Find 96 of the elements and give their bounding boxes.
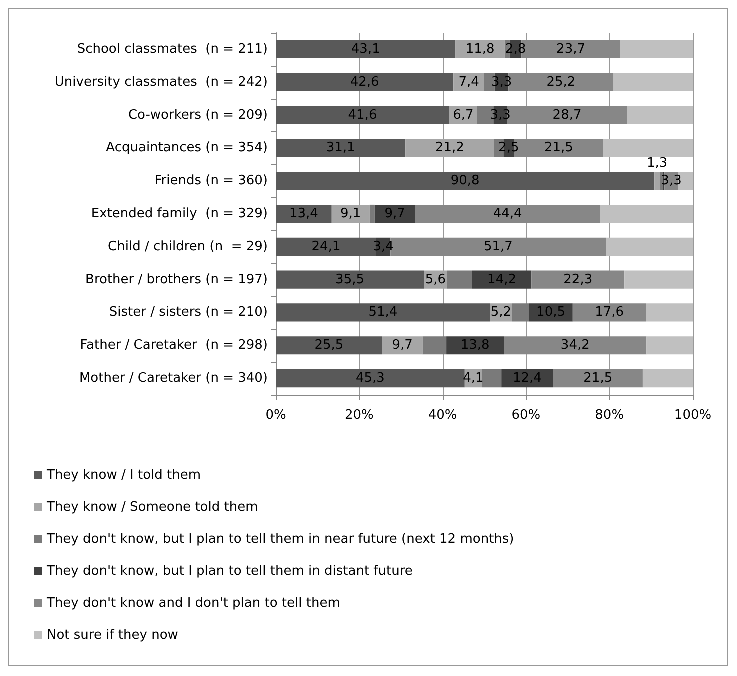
bar: [276, 172, 655, 190]
bar: [606, 238, 693, 256]
y-tick-label: Mother / Caretaker (n = 340): [79, 371, 268, 386]
bar: [276, 270, 424, 289]
bar: [482, 369, 502, 388]
bar: [276, 40, 456, 59]
x-tick-label: 80%: [595, 408, 624, 423]
x-tick-label: 60%: [512, 408, 541, 423]
data-label: 7,4: [458, 74, 480, 90]
data-label: 90,8: [450, 174, 480, 189]
data-label: 23,7: [556, 42, 586, 57]
y-tick-label: Acquaintances (n = 354): [106, 140, 268, 156]
y-tick-label: University classmates (n = 242): [54, 74, 268, 90]
data-label: 45,3: [356, 371, 385, 386]
legend-label: They don't know, but I plan to tell them in distant future: [46, 564, 413, 579]
data-label: 51,4: [368, 305, 398, 320]
bar: [654, 172, 660, 190]
data-label: 11,8: [466, 42, 495, 57]
bar: [624, 270, 693, 289]
data-label: 43,1: [351, 42, 380, 57]
data-label: 51,7: [484, 239, 513, 254]
bar: [276, 106, 450, 124]
data-label: 12,4: [512, 371, 542, 386]
bar: [370, 204, 375, 224]
data-label: 3,3: [661, 174, 682, 189]
data-label: 1,3: [647, 156, 668, 172]
data-label: 21,2: [435, 140, 464, 156]
bar: [660, 172, 664, 190]
bar: [512, 304, 530, 322]
data-label: 22,3: [564, 272, 593, 288]
bar: [604, 139, 693, 158]
x-tick-label: 100%: [674, 408, 712, 423]
data-label: 35,5: [336, 272, 364, 288]
bar: [422, 336, 447, 355]
data-label: 13,4: [289, 206, 318, 222]
legend-label: They know / Someone told them: [46, 500, 258, 515]
data-label: 31,1: [326, 140, 356, 156]
data-label: 34,2: [560, 338, 590, 354]
data-label: 9,7: [384, 206, 406, 222]
legend-label: They don't know, but I plan to tell them in near future (next 12 months): [46, 532, 514, 547]
data-label: 10,5: [536, 305, 566, 320]
data-label: 21,5: [584, 371, 613, 386]
data-label: 6,7: [453, 108, 474, 123]
y-tick-label: Friends (n = 360): [154, 174, 268, 189]
legend-label: They don't know and I don't plan to tell them: [46, 596, 340, 611]
data-label: 25,2: [546, 74, 576, 90]
bar: [415, 204, 600, 224]
x-tick-label: 20%: [344, 408, 374, 423]
bar: [276, 369, 465, 388]
data-label: 5,6: [425, 272, 446, 288]
data-label: 44,4: [493, 206, 522, 222]
legend-label: They know / I told them: [46, 468, 202, 483]
y-tick-label: School classmates (n = 211): [77, 42, 268, 57]
data-label: 9,1: [340, 206, 362, 222]
data-label: 25,5: [314, 338, 344, 354]
data-label: 21,5: [544, 140, 574, 156]
bar: [276, 139, 406, 158]
bar: [646, 304, 693, 322]
data-label: 17,6: [595, 305, 624, 320]
x-tick-label: 0%: [266, 408, 286, 423]
bar: [646, 336, 693, 355]
data-label: 42,6: [350, 74, 380, 90]
bar: [504, 336, 647, 355]
bar: [600, 204, 693, 224]
y-tick-label: Sister / sisters (n = 210): [109, 305, 268, 320]
y-tick-label: Brother / brothers (n = 197): [86, 272, 268, 288]
data-label: 9,7: [392, 338, 413, 354]
bar: [276, 73, 454, 92]
data-label: 28,7: [552, 108, 582, 123]
y-tick-label: Co-workers (n = 209): [128, 108, 268, 123]
y-tick-label: Child / children (n = 29): [108, 239, 268, 254]
data-label: 13,8: [460, 338, 490, 354]
bar: [276, 304, 490, 322]
data-label: 4,1: [463, 371, 484, 386]
bar: [472, 270, 532, 289]
bar: [532, 270, 625, 289]
bar: [572, 304, 646, 322]
bar: [276, 336, 382, 355]
bar: [627, 106, 693, 124]
x-tick-label: 40%: [428, 408, 458, 423]
data-label: 5,2: [490, 305, 512, 320]
bar: [276, 204, 332, 224]
bar: [642, 369, 693, 388]
bar: [374, 204, 416, 224]
bar: [406, 139, 494, 158]
bar: [620, 40, 693, 59]
bar: [447, 270, 472, 289]
bar: [382, 336, 423, 355]
data-label: 41,6: [348, 108, 378, 123]
y-tick-label: Extended family (n = 329): [91, 206, 268, 222]
bar: [553, 369, 643, 388]
y-tick-label: Father / Caretaker (n = 298): [80, 338, 268, 354]
legend-label: Not sure if they now: [47, 628, 179, 643]
data-label: 14,2: [488, 272, 516, 288]
bar: [614, 73, 693, 92]
data-label: 24,1: [312, 239, 341, 254]
